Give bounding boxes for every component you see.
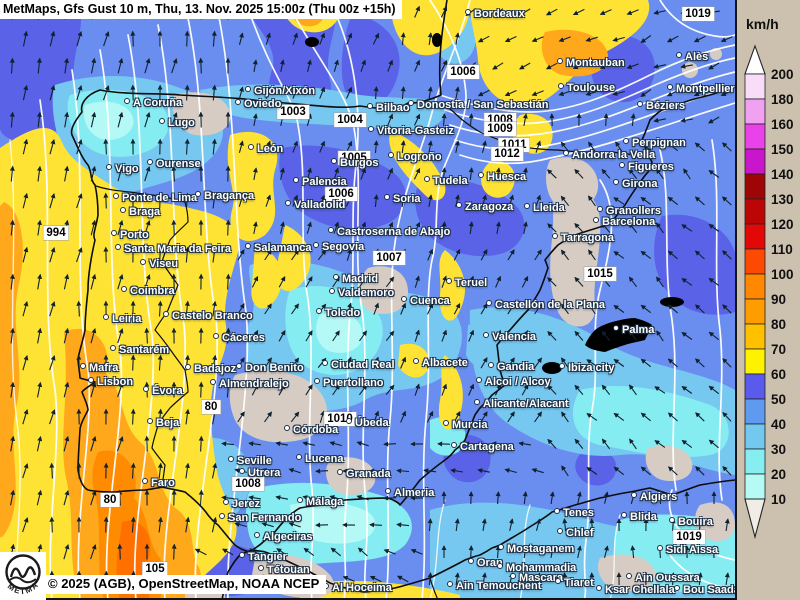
- legend-tick-label: 20: [771, 467, 786, 482]
- isobar-label: 1004: [334, 113, 366, 127]
- map-title: MetMaps, Gfs Gust 10 m, Thu, 13. Nov. 20…: [0, 0, 402, 19]
- metmaps-logo: METMAPS: [0, 552, 46, 600]
- legend-tick-label: 40: [771, 417, 786, 432]
- isobar-label: 1008: [232, 477, 264, 491]
- legend-arrow-up-icon: [744, 44, 766, 75]
- logo-circle: [5, 554, 41, 590]
- legend-cell: [744, 473, 766, 500]
- legend-tick-label: 160: [771, 117, 794, 132]
- legend-cell: [744, 173, 766, 200]
- isobar-label: 1010: [324, 412, 356, 426]
- isobar-label: 1006: [447, 65, 479, 79]
- gust-contour-label: 105: [142, 562, 168, 576]
- legend-tick-label: 120: [771, 217, 794, 232]
- legend-tick-label: 90: [771, 292, 786, 307]
- isobar-label: 1006: [325, 187, 357, 201]
- isobar-lines: [9, 0, 736, 600]
- legend-tick-label: 10: [771, 492, 786, 507]
- isobar-label: 1012: [491, 147, 523, 161]
- legend-tick-label: 150: [771, 142, 794, 157]
- legend-cell: [744, 273, 766, 300]
- legend-tick-label: 180: [771, 92, 794, 107]
- legend-cell: [744, 423, 766, 450]
- isobar-label: 1019: [673, 530, 705, 544]
- legend-tick-label: 130: [771, 192, 794, 207]
- legend-tick-label: 70: [771, 342, 786, 357]
- legend-cell: [744, 323, 766, 350]
- isobar-label: 994: [43, 226, 69, 240]
- legend-cell: [744, 98, 766, 125]
- logo-wave-icon: [9, 566, 37, 579]
- legend-colorbar: 200 180 160 150 140 130 120 110 100 90 80 70 60 50 40 3…: [744, 44, 794, 540]
- gust-contour-label: 80: [100, 493, 120, 507]
- legend-arrow-down-icon: [744, 498, 766, 540]
- legend-tick-label: 200: [771, 67, 794, 82]
- isobar-label: 1003: [277, 105, 309, 119]
- legend-cell: [744, 148, 766, 175]
- legend-cell: [744, 223, 766, 250]
- legend-tick-label: 140: [771, 167, 794, 182]
- legend-tick-label: 60: [771, 367, 786, 382]
- legend-cell: [744, 448, 766, 475]
- legend-cell: [744, 248, 766, 275]
- legend-panel: km/h 200 180 160 150 140 130 120 110 100 90 80 70 60…: [735, 0, 800, 600]
- isobar-label: 1015: [584, 267, 616, 281]
- isobar-label: 1005: [338, 151, 370, 165]
- legend-tick-label: 100: [771, 267, 794, 282]
- isobar-label: 1007: [373, 251, 405, 265]
- isobar-label: 1019: [682, 7, 714, 21]
- isobar-label: 1009: [484, 122, 516, 136]
- legend-tick-label: 30: [771, 442, 786, 457]
- legend-tick-label: 50: [771, 392, 786, 407]
- legend-cell: [744, 373, 766, 400]
- legend-tick-label: 110: [771, 242, 793, 257]
- legend-cell: [744, 198, 766, 225]
- legend-tick-label: 80: [771, 317, 786, 332]
- coastlines: [70, 0, 736, 600]
- gust-field: [0, 0, 737, 600]
- gust-contour-label: 80: [201, 400, 221, 414]
- legend-cell: [744, 348, 766, 375]
- map-attribution: © 2025 (AGB), OpenStreetMap, NOAA NCEP: [43, 575, 327, 594]
- legend-unit-label: km/h: [746, 16, 779, 32]
- map-canvas[interactable]: [0, 0, 737, 600]
- legend-cell: [744, 298, 766, 325]
- legend-cell: [744, 398, 766, 425]
- legend-cell: [744, 123, 766, 150]
- legend-cell: [744, 73, 766, 100]
